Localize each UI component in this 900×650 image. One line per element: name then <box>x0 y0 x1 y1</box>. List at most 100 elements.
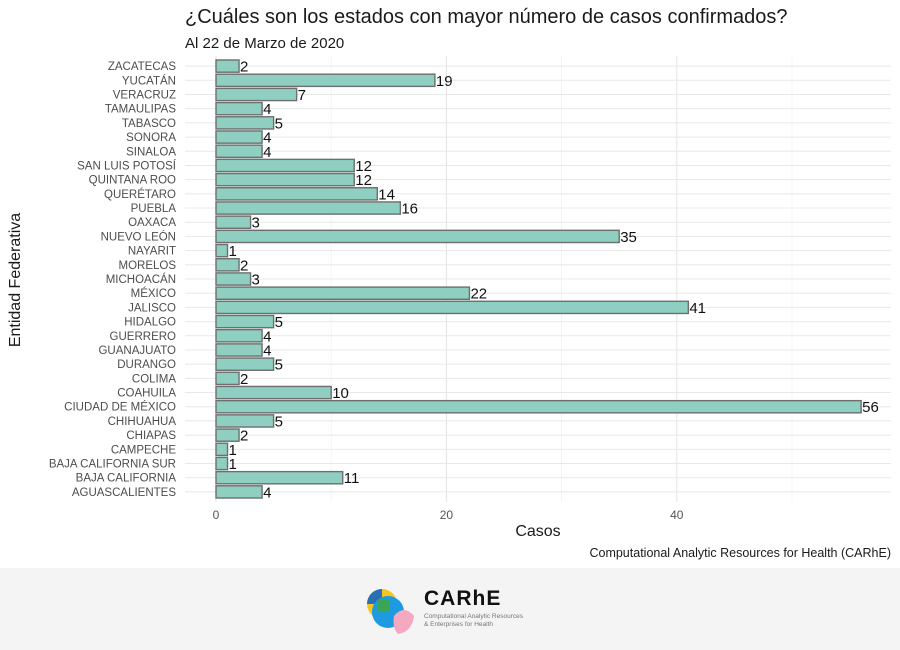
y-tick-label: MÉXICO <box>131 287 176 300</box>
bar-value-label: 4 <box>263 328 271 345</box>
carhe-logo-icon <box>367 589 414 634</box>
bar <box>215 272 252 286</box>
chart-subtitle: Al 22 de Marzo de 2020 <box>185 35 345 52</box>
bar <box>215 158 355 173</box>
bar <box>215 215 252 230</box>
bar <box>215 442 229 457</box>
y-tick-label: QUERÉTARO <box>104 188 176 201</box>
bar <box>215 470 344 485</box>
chart-title: ¿Cuáles son los estados con mayor número… <box>185 6 788 28</box>
y-tick-label: CHIHUAHUA <box>108 416 177 428</box>
y-tick-label: CHIAPAS <box>126 430 176 442</box>
bar-value-label: 4 <box>263 101 271 118</box>
y-tick-label: BAJA CALIFORNIA <box>76 473 177 485</box>
bar <box>215 414 275 428</box>
bar-value-label: 2 <box>240 428 248 445</box>
y-tick-label: SINALOA <box>126 146 176 158</box>
logo-tagline: Computational Analytic Resources <box>424 613 523 620</box>
bar <box>215 428 240 442</box>
bar <box>215 187 378 201</box>
bar <box>215 399 862 414</box>
y-tick-label: MICHOACÁN <box>106 273 176 286</box>
y-axis-title: Entidad Federativa <box>7 213 24 347</box>
y-tick-label: MORELOS <box>118 260 176 272</box>
y-tick-label: PUEBLA <box>131 203 177 215</box>
y-tick-label: QUINTANA ROO <box>89 175 176 187</box>
bar <box>215 87 298 102</box>
y-tick-label: YUCATÁN <box>122 74 176 87</box>
bar-value-label: 16 <box>401 201 418 218</box>
bar <box>215 229 620 244</box>
bar-value-label: 12 <box>355 158 372 175</box>
bar-value-label: 2 <box>240 257 248 274</box>
bar <box>215 258 240 272</box>
bar-value-label: 1 <box>229 243 237 260</box>
bar <box>215 243 229 258</box>
logo-name: CARhE <box>424 587 502 610</box>
bar <box>215 485 263 499</box>
y-tick-label: SONORA <box>126 132 176 144</box>
bar <box>215 116 275 130</box>
chart-caption: Computational Analytic Resources for Hea… <box>589 546 891 560</box>
x-tick-label: 40 <box>670 508 684 522</box>
y-tick-label: BAJA CALIFORNIA SUR <box>49 459 176 471</box>
bar-value-label: 4 <box>263 144 271 161</box>
bar <box>215 144 263 159</box>
bar-value-label: 5 <box>275 357 283 374</box>
bar <box>215 300 690 315</box>
x-tick-label: 20 <box>440 508 454 522</box>
y-tick-label: AGUASCALIENTES <box>72 487 176 499</box>
y-tick-label: TAMAULIPAS <box>105 104 176 116</box>
logo-tagline: & Enterprises for Health <box>424 621 494 628</box>
y-tick-label: NAYARIT <box>128 246 176 258</box>
y-tick-label: SAN LUIS POTOSÍ <box>77 159 177 172</box>
bar <box>215 286 471 300</box>
bar-value-label: 41 <box>689 300 706 317</box>
y-tick-label: COAHUILA <box>117 388 176 400</box>
bar-value-label: 1 <box>229 442 237 459</box>
x-axis-title: Casos <box>515 523 560 540</box>
y-tick-label: TABASCO <box>122 118 176 130</box>
bar-value-label: 11 <box>344 470 360 487</box>
bar <box>215 101 263 116</box>
bar-value-label: 4 <box>263 484 271 501</box>
bar-value-label: 3 <box>252 215 260 232</box>
y-tick-label: NUEVO LEÓN <box>101 230 176 243</box>
bar <box>215 172 355 187</box>
bar-value-label: 7 <box>298 87 306 104</box>
bar <box>215 314 275 329</box>
bar-value-label: 4 <box>263 342 271 359</box>
bar <box>215 343 263 357</box>
bar <box>215 456 229 471</box>
bar <box>215 73 436 88</box>
bar <box>215 385 332 400</box>
x-tick-label: 0 <box>213 508 220 522</box>
bar-value-label: 10 <box>332 385 349 402</box>
bar <box>215 328 263 343</box>
bar-value-label: 35 <box>620 229 637 246</box>
bar-value-label: 5 <box>275 115 283 132</box>
bar <box>215 201 402 215</box>
y-tick-label: ZACATECAS <box>108 61 176 73</box>
y-tick-label: CIUDAD DE MÉXICO <box>64 401 176 414</box>
bar <box>215 371 240 386</box>
footer-band <box>0 568 900 650</box>
y-tick-label: GUERRERO <box>110 331 177 343</box>
bar-value-label: 2 <box>240 59 248 76</box>
bar-layer <box>215 59 862 499</box>
y-tick-label: GUANAJUATO <box>98 345 176 357</box>
bar-value-label: 3 <box>252 272 260 289</box>
bar-value-label: 1 <box>229 456 237 473</box>
bar-value-label: 2 <box>240 371 248 388</box>
y-tick-label: COLIMA <box>132 373 176 385</box>
bar-value-label: 14 <box>378 186 395 203</box>
grid-layer <box>185 56 891 502</box>
bar <box>215 59 240 73</box>
y-tick-label: CAMPECHE <box>111 444 177 456</box>
bar-value-label: 22 <box>470 286 487 303</box>
y-tick-label: OAXACA <box>128 217 176 229</box>
bar-value-label: 5 <box>275 413 283 430</box>
y-tick-label: JALISCO <box>128 302 176 314</box>
bar-value-label: 12 <box>355 172 372 189</box>
bar-value-label: 56 <box>862 399 879 416</box>
